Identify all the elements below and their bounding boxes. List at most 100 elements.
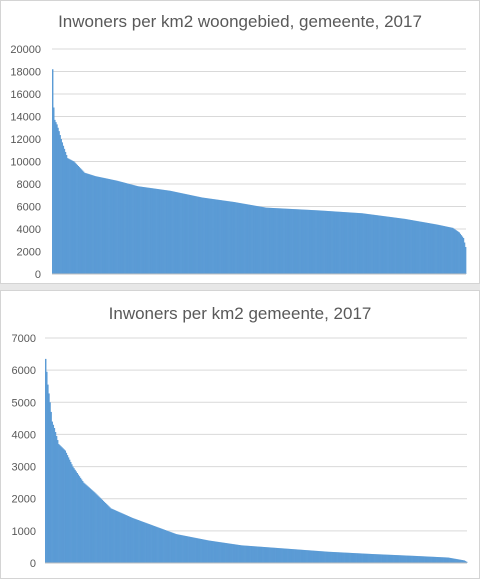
- bar: [263, 207, 265, 274]
- bar: [225, 543, 227, 563]
- bar: [443, 557, 445, 563]
- bar: [364, 553, 367, 563]
- bar: [227, 543, 230, 563]
- bar: [275, 208, 277, 274]
- bar: [368, 553, 370, 563]
- bar: [410, 555, 412, 563]
- bar: [321, 551, 323, 563]
- bar: [309, 550, 311, 563]
- bar: [277, 208, 279, 274]
- bar: [190, 195, 193, 274]
- bar: [336, 211, 339, 274]
- bar: [155, 526, 158, 563]
- bar: [383, 554, 385, 563]
- bar: [420, 556, 422, 563]
- bar: [406, 219, 408, 274]
- bar: [114, 510, 117, 563]
- bar: [79, 477, 82, 563]
- bar: [461, 560, 463, 563]
- bar: [238, 545, 241, 563]
- bar: [234, 202, 236, 274]
- bar: [349, 212, 352, 274]
- bar: [178, 534, 181, 563]
- bar: [251, 546, 254, 563]
- bar: [431, 223, 434, 274]
- bar: [129, 184, 132, 274]
- bar: [305, 209, 308, 274]
- bar: [137, 520, 139, 563]
- bar: [345, 212, 347, 274]
- bar: [68, 459, 71, 563]
- bar: [372, 554, 374, 563]
- bar: [382, 216, 385, 274]
- bar: [168, 531, 171, 563]
- bar: [363, 553, 366, 563]
- bar: [435, 224, 437, 274]
- bar: [458, 232, 460, 274]
- bar: [428, 223, 431, 274]
- bar: [247, 204, 249, 274]
- bar: [302, 209, 305, 274]
- bar: [189, 195, 192, 274]
- bar: [107, 178, 109, 274]
- bar: [459, 559, 461, 563]
- bar: [179, 534, 182, 563]
- bar: [178, 192, 181, 274]
- bar: [164, 190, 166, 274]
- bar: [415, 555, 418, 563]
- bar: [55, 436, 58, 563]
- bar: [112, 509, 114, 563]
- bar: [436, 224, 438, 274]
- bar: [383, 216, 386, 274]
- bar: [96, 494, 98, 563]
- bar: [245, 204, 247, 274]
- bar: [268, 207, 271, 274]
- bar: [343, 552, 345, 563]
- bar: [359, 553, 361, 563]
- bar: [148, 524, 150, 563]
- bar: [104, 503, 107, 563]
- bar: [161, 528, 163, 563]
- bar: [316, 550, 319, 563]
- bar: [279, 208, 281, 274]
- bar: [159, 528, 161, 563]
- bar: [86, 173, 88, 274]
- bar: [448, 227, 451, 274]
- bar: [350, 552, 353, 563]
- bar: [248, 204, 250, 274]
- bar: [106, 178, 108, 274]
- bar: [324, 210, 326, 274]
- bar: [223, 542, 225, 563]
- bar: [133, 518, 135, 563]
- bar: [101, 177, 103, 274]
- bar: [267, 207, 269, 274]
- bar: [139, 520, 142, 563]
- bar: [462, 238, 465, 274]
- bar: [384, 554, 386, 563]
- bar: [422, 222, 424, 274]
- bar: [55, 122, 57, 274]
- bar: [262, 546, 264, 563]
- bar: [461, 236, 464, 274]
- bar: [136, 185, 138, 274]
- bar: [169, 190, 171, 274]
- bar: [59, 445, 61, 563]
- bar: [244, 203, 246, 274]
- bar: [85, 484, 87, 563]
- bar: [92, 175, 94, 274]
- bar: [425, 222, 427, 274]
- bar: [91, 175, 93, 274]
- bar: [139, 186, 141, 274]
- bar: [88, 174, 90, 274]
- bar: [233, 202, 235, 274]
- bar: [446, 226, 449, 274]
- bar: [236, 544, 238, 563]
- bar: [260, 546, 262, 563]
- bar: [216, 541, 219, 563]
- bar: [90, 174, 92, 274]
- bar: [292, 209, 294, 274]
- bar: [375, 554, 378, 563]
- bar: [183, 535, 185, 563]
- bar: [372, 214, 374, 274]
- bar: [444, 557, 446, 563]
